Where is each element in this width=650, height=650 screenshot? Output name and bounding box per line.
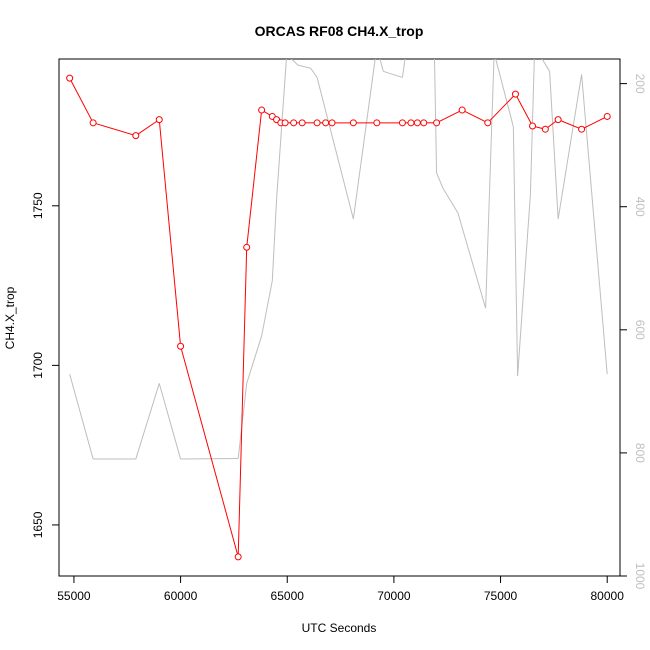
x-axis: 55000 60000 65000 70000 75000 80000 [57,576,624,603]
series-1-segment [401,59,406,78]
series-1-segment [436,172,444,189]
x-tick-label: 75000 [484,589,518,603]
series-1-segment [457,212,487,309]
series-1-segment [158,383,182,460]
data-point [554,116,562,124]
series-0-segment [487,93,516,124]
data-point [298,119,306,127]
x-tick-label: 55000 [57,589,91,603]
data-point [603,112,611,120]
series-0-segment [461,109,488,124]
data-point [373,119,381,127]
series-1-segment [271,199,278,281]
x-tick-label: 65000 [271,589,305,603]
data-point [541,125,549,133]
series-1-segment [237,383,248,459]
data-point [433,119,441,127]
series-1-segment [512,126,519,376]
y-tick-label: 1700 [31,352,45,379]
series-1-segment [549,71,559,220]
data-point [578,125,586,133]
series-0-segment [436,109,463,124]
series-1-segment [434,59,438,173]
x-tick-label: 60000 [164,589,198,603]
series-0 [66,74,611,561]
series-1 [69,47,608,460]
y2-tick-label: 200 [633,74,647,94]
series-1-segment [557,74,583,220]
y2-tick-label: 600 [633,320,647,340]
series-1-segment [529,59,535,195]
data-point [511,90,519,98]
data-point [349,119,357,127]
y-axis-left: 1650 1700 1750 [31,192,59,538]
series-1-segment [517,194,531,377]
data-point [328,119,336,127]
data-point [89,119,97,127]
series-1-segment [495,59,514,127]
series-1-segment [407,47,435,53]
data-point [234,553,242,561]
data-point [484,119,492,127]
series-1-segment [541,59,551,72]
y-tick-label: 1650 [31,511,45,538]
series-0-segment [158,119,182,347]
chart-title: ORCAS RF08 CH4.X_trop [255,23,424,39]
series-0-segment [69,77,94,124]
series-0-segment [246,110,263,248]
data-point [407,119,415,127]
data-point [313,119,321,127]
series-1-segment [379,59,384,72]
series-1-segment [246,335,263,384]
series-1-segment [316,77,354,220]
y-tick-label: 1750 [31,192,45,219]
y-axis-right: 200 400 600 800 1000 [620,74,647,590]
data-point [420,119,428,127]
series-1-segment [135,383,160,460]
series-layer [66,47,611,561]
data-point [155,116,163,124]
series-1-segment [180,457,239,460]
series-1-segment [290,59,292,60]
series-0-segment [180,346,239,557]
series-1-segment [69,373,94,460]
data-point [132,132,140,140]
series-0-segment [135,119,160,137]
series-1-segment [442,187,459,214]
x-axis-label: UTC Seconds [302,621,377,635]
series-0-segment [557,119,582,130]
y2-tick-label: 400 [633,197,647,217]
series-1-segment [485,59,495,309]
series-1-segment [352,59,376,220]
series-1-segment [581,74,608,375]
y2-tick-label: 1000 [633,563,647,590]
data-point [290,119,298,127]
data-point [529,122,537,130]
plot-frame [58,58,621,577]
data-point [322,119,330,127]
data-point [458,106,466,114]
series-1-segment [297,64,311,69]
data-point [243,243,251,251]
data-point [398,119,406,127]
series-1-segment [291,59,299,66]
series-0-segment [581,115,608,130]
series-1-segment [310,67,318,78]
data-point [413,119,421,127]
series-1-segment [261,280,273,337]
data-point [258,106,266,114]
series-1-segment [383,70,403,78]
series-0-segment [92,122,136,137]
y-axis-label: CH4.X_trop [3,286,17,349]
data-point [66,74,74,82]
x-tick-label: 70000 [377,589,411,603]
series-0-segment [237,247,248,557]
series-0-segment [515,93,533,127]
data-point [281,119,289,127]
x-tick-label: 80000 [591,589,625,603]
y2-tick-label: 800 [633,443,647,463]
data-point [177,342,185,350]
